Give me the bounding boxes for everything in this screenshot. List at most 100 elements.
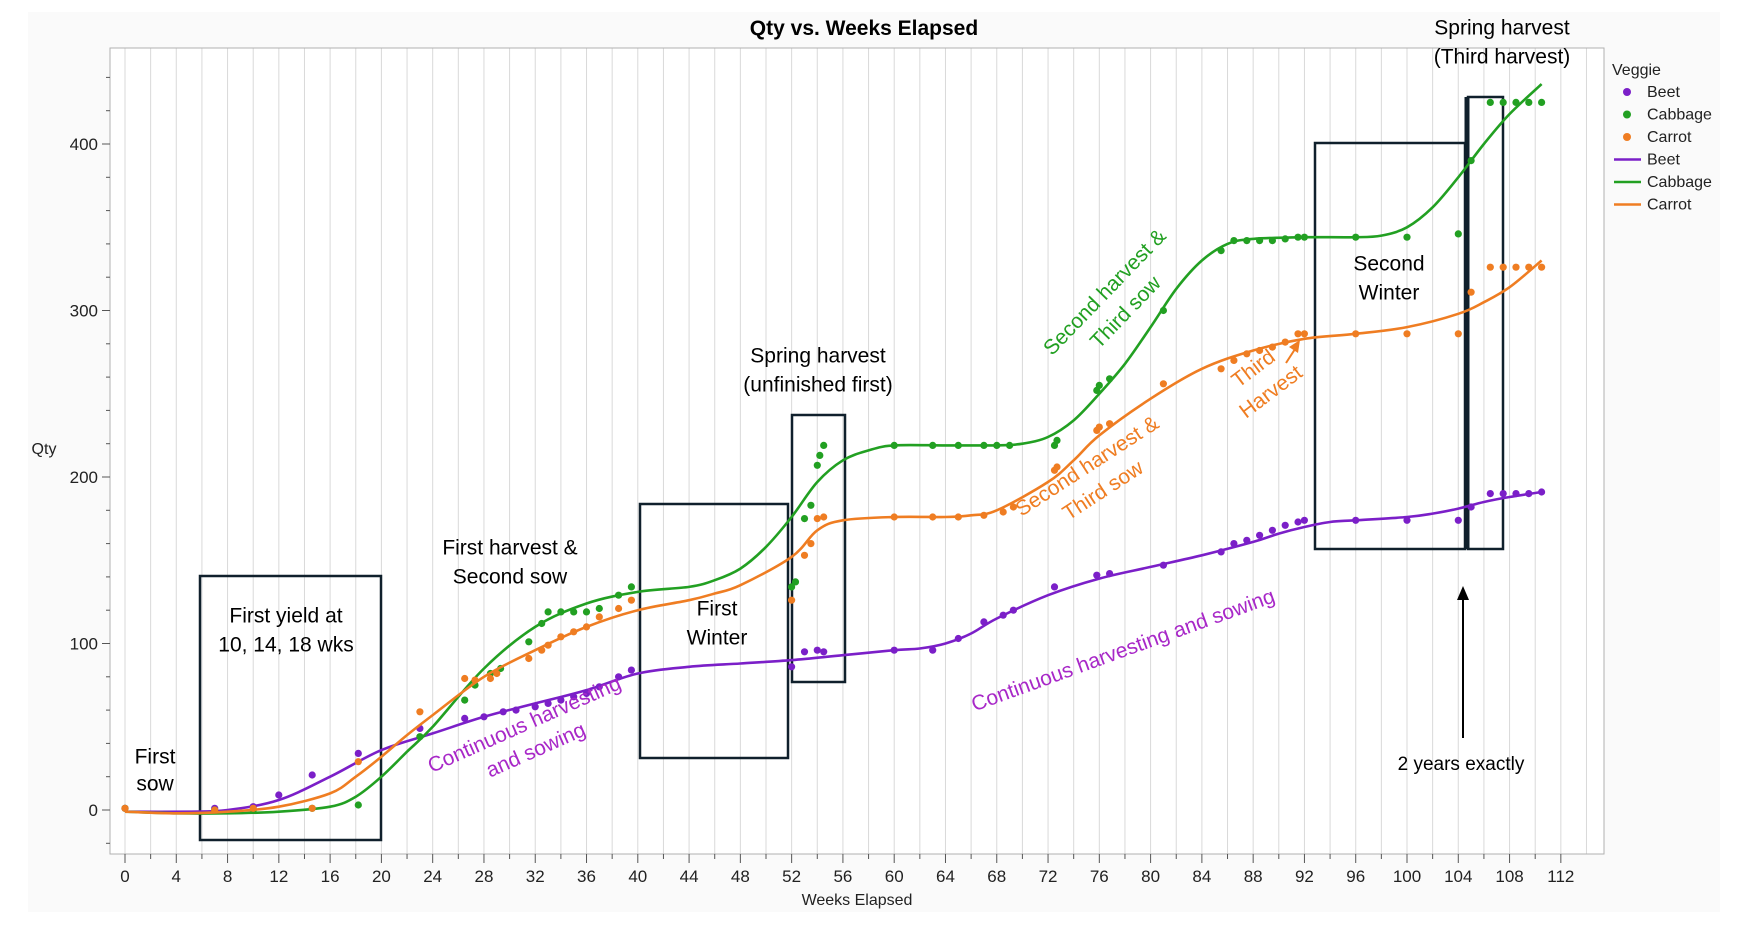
legend-marker-cabbage (1623, 110, 1631, 119)
series-carrot (121, 259, 1546, 815)
annotation-spring-harvest-3: Spring harvest (Third harvest) (1434, 17, 1571, 69)
carrot-point (1159, 380, 1167, 388)
carrot-point (1300, 330, 1308, 338)
plot-frame (109, 47, 1605, 855)
annotation-first-sow: First sow (135, 746, 176, 796)
legend-title: Veggie (1612, 62, 1661, 79)
carrot-point (308, 804, 316, 812)
carrot-point (980, 511, 988, 519)
x-tick-label: 72 (1039, 867, 1058, 886)
beet-point (512, 706, 520, 714)
cabbage-point (1106, 375, 1114, 383)
beet-point (800, 648, 809, 656)
cabbage-point (582, 608, 591, 616)
cabbage-point (1159, 306, 1167, 315)
annotation-box (790, 413, 847, 684)
cabbage-point (1006, 441, 1014, 449)
annotation-box (198, 574, 383, 842)
annotation-box (638, 502, 790, 760)
cabbage-point (791, 578, 800, 586)
beet-point (929, 646, 937, 654)
cabbage-point (980, 441, 988, 449)
beet-point (1093, 571, 1101, 579)
annotation-text: Second (1353, 253, 1424, 276)
x-tick-label: 20 (372, 867, 391, 886)
cabbage-point (1294, 233, 1302, 241)
cabbage-point (1352, 233, 1360, 241)
x-tick-label: 48 (731, 867, 750, 886)
cabbage-point (1053, 436, 1061, 444)
annotation-text: Spring harvest (1434, 17, 1570, 40)
beet-fit-line (124, 490, 1542, 814)
annotation-boxes (198, 95, 1505, 842)
carrot-point (557, 633, 565, 641)
two-years-arrow (1457, 586, 1469, 738)
x-tick-label: 80 (1141, 867, 1160, 886)
carrot-point (1053, 463, 1061, 471)
cabbage-point (1403, 233, 1411, 241)
x-tick-label: 44 (680, 867, 699, 886)
beet-point (1300, 516, 1308, 524)
carrot-point (570, 628, 578, 636)
cabbage-point (993, 441, 1001, 449)
annotation-text: First yield at (229, 605, 342, 628)
cabbage-point (890, 441, 898, 449)
beet-point (1268, 526, 1276, 534)
beet-point (813, 646, 821, 654)
x-tick-label: 60 (885, 867, 904, 886)
annotation-second-winter: Second Winter (1353, 253, 1424, 305)
carrot-point (820, 513, 828, 521)
y-tick-label: 0 (89, 801, 98, 820)
cabbage-point (1486, 98, 1494, 106)
annotation-text: First (697, 598, 738, 621)
beet-point (275, 791, 283, 799)
carrot-point (1256, 346, 1264, 355)
x-tick-label: 56 (833, 867, 852, 886)
x-tick-label: 40 (628, 867, 647, 886)
beet-point (1230, 540, 1238, 548)
x-axis-title: Weeks Elapsed (802, 892, 913, 909)
cabbage-point (1454, 230, 1462, 238)
x-tick-label: 36 (577, 867, 596, 886)
carrot-point (1512, 263, 1520, 271)
x-tick-label: 24 (423, 867, 442, 886)
beet-point (480, 713, 488, 721)
cabbage-point (1499, 98, 1507, 106)
beet-point (531, 703, 539, 711)
carrot-fit-line (124, 259, 1543, 815)
annotation-text: First (135, 746, 176, 769)
x-tick-label: 104 (1444, 867, 1472, 886)
beet-point (570, 693, 578, 701)
carrot-point (1454, 330, 1462, 338)
series-cabbage (121, 83, 1546, 815)
carrot-point (1499, 263, 1507, 271)
y-tick-label: 400 (70, 135, 98, 154)
carrot-point (1486, 263, 1494, 271)
cabbage-point (1095, 381, 1103, 389)
series-beet (121, 488, 1546, 814)
carrot-point (121, 804, 129, 812)
annotation-text: First harvest & (442, 537, 577, 560)
carrot-point (544, 641, 552, 649)
cabbage-point (595, 604, 603, 613)
beet-point (1050, 583, 1059, 591)
plot-area (110, 48, 1604, 854)
carrot-point (471, 676, 479, 684)
x-tick-label: 28 (474, 867, 493, 886)
legend-label: Cabbage (1647, 107, 1712, 124)
beet-point (1454, 516, 1462, 524)
carrot-point (807, 540, 815, 548)
x-tick-label: 68 (987, 867, 1006, 886)
beet-point (1256, 531, 1264, 539)
cabbage-point (1217, 247, 1225, 255)
annotation-first-winter: First Winter (687, 598, 748, 650)
beet-point (890, 646, 898, 654)
cabbage-point (1243, 237, 1251, 245)
beet-point (461, 714, 469, 723)
carrot-point (538, 646, 546, 654)
cabbage-point (627, 583, 636, 591)
annotation-text: Spring harvest (750, 345, 886, 368)
beet-point (788, 663, 796, 671)
beet-point (1403, 516, 1411, 524)
